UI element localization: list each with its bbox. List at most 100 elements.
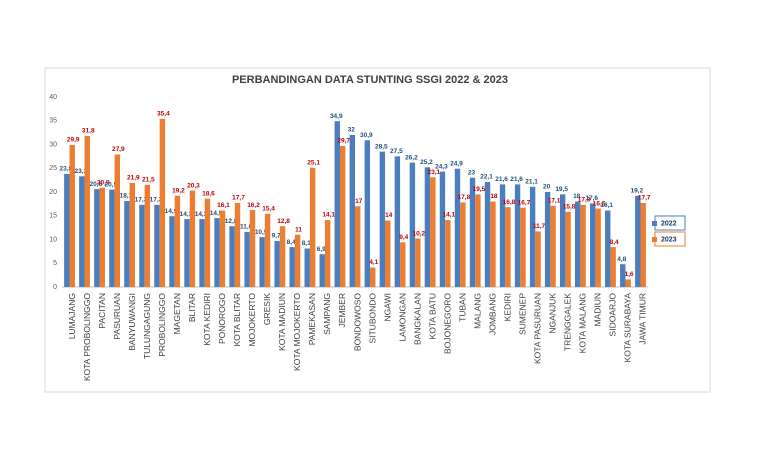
x-tick-label: JAWA TIMUR	[638, 293, 648, 345]
data-label: 17,3	[150, 197, 163, 204]
x-tick-label: KOTA MALANG	[578, 293, 588, 353]
bar	[99, 187, 105, 287]
data-label: 16,2	[247, 202, 260, 209]
data-label: 16,5	[593, 200, 606, 207]
bar	[595, 208, 601, 287]
bar	[244, 231, 250, 287]
bar	[274, 240, 280, 287]
data-label: 14,5	[210, 210, 223, 217]
data-label: 25,1	[307, 159, 320, 166]
y-tick-label: 0	[53, 284, 57, 291]
bar	[234, 202, 241, 287]
bar	[415, 238, 421, 287]
y-tick-label: 5	[53, 260, 57, 267]
data-label: 14,1	[443, 212, 456, 219]
data-label: 20,5	[105, 181, 118, 188]
bar	[529, 186, 536, 287]
data-label: 21,9	[127, 175, 140, 182]
bar	[445, 220, 451, 287]
data-label: 8,4	[287, 239, 296, 246]
bar	[454, 168, 461, 287]
bar	[430, 177, 436, 287]
bar	[139, 204, 145, 287]
x-tick-label: TRENGGALEK	[563, 293, 573, 351]
data-label: 24,9	[450, 160, 463, 167]
data-label: 28,5	[375, 143, 388, 150]
bar	[154, 204, 160, 287]
x-tick-label: SIDOARJO	[608, 293, 618, 337]
bar	[574, 201, 581, 287]
y-tick-label: 30	[49, 141, 57, 148]
data-label: 34,9	[330, 113, 343, 120]
x-tick-label: BONDOWOSO	[352, 293, 362, 351]
data-label: 18	[573, 193, 581, 200]
bar	[169, 216, 175, 287]
data-label: 31,8	[82, 128, 95, 135]
data-label: 12,8	[277, 218, 290, 225]
x-tick-label: BANYUWANGI	[127, 293, 137, 351]
y-tick-label: 10	[49, 236, 57, 243]
data-label: 10,2	[412, 230, 425, 237]
bar	[469, 177, 476, 287]
data-label: 17,6	[585, 195, 598, 202]
bar	[259, 237, 265, 287]
chart-title: PERBANDINGAN DATA STUNTING SSGI 2022 & 2…	[232, 74, 508, 86]
x-tick-label: SITUBONDO	[367, 293, 377, 344]
data-label: 35,4	[157, 111, 170, 118]
data-label: 11,6	[240, 224, 253, 231]
x-tick-label: JOMBANG	[487, 293, 497, 335]
data-label: 21,1	[525, 178, 538, 185]
x-tick-label: TUBAN	[457, 293, 467, 322]
bar	[339, 145, 346, 287]
bar	[640, 202, 646, 287]
bar	[84, 135, 90, 287]
x-tick-label: NGAWI	[382, 293, 392, 322]
legend-label: 2022	[661, 220, 677, 227]
x-tick-label: PROBOLINGGO	[157, 293, 167, 357]
data-label: 9,4	[399, 234, 408, 241]
x-tick-label: JEMBER	[337, 293, 347, 327]
data-label: 17,3	[135, 197, 148, 204]
legend-swatch	[652, 237, 657, 242]
bar	[475, 194, 481, 287]
data-label: 16,7	[518, 199, 531, 206]
data-label: 29,7	[337, 138, 350, 145]
bar	[364, 140, 371, 287]
x-tick-label: LUMAJANG	[67, 293, 77, 339]
data-label: 14,3	[180, 211, 193, 218]
bar	[304, 248, 310, 287]
bar	[264, 213, 271, 287]
bar	[69, 144, 75, 287]
data-label: 19,2	[630, 188, 643, 195]
bar	[219, 210, 226, 287]
bar	[204, 198, 211, 287]
bar	[334, 121, 340, 287]
bar	[289, 247, 295, 287]
bar	[409, 162, 416, 287]
data-label: 21,6	[510, 176, 523, 183]
y-tick-label: 40	[49, 94, 57, 101]
data-label: 4,8	[617, 256, 626, 263]
x-tick-label: TULUNGAGUNG	[142, 293, 152, 359]
x-tick-label: MADIUN	[593, 293, 603, 327]
bar	[490, 201, 496, 287]
bar	[605, 210, 611, 287]
data-label: 23,3	[75, 168, 88, 175]
bar	[460, 202, 466, 287]
data-label: 17,7	[638, 195, 651, 202]
data-label: 19,5	[555, 186, 568, 193]
bar	[174, 195, 181, 287]
data-label: 21,5	[142, 177, 155, 184]
bar	[159, 118, 166, 287]
x-tick-label: PASURUAN	[112, 293, 122, 340]
bar	[439, 171, 446, 287]
data-label: 18,6	[202, 190, 215, 197]
x-tick-label: BANGKALAN	[412, 293, 422, 345]
data-label: 8,1	[302, 240, 311, 247]
bar	[635, 195, 641, 287]
data-label: 20,3	[187, 182, 200, 189]
data-label: 15,4	[262, 206, 275, 213]
data-label: 11,7	[533, 223, 546, 230]
data-label: 23	[468, 169, 476, 176]
